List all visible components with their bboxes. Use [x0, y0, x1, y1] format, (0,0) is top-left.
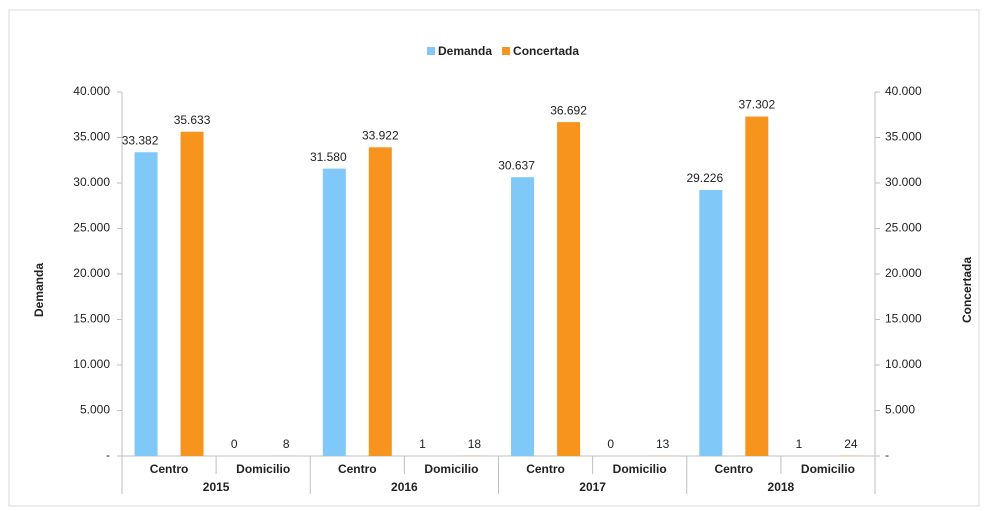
x-tick-label: Domicilio — [613, 462, 667, 476]
value-label: 33.382 — [122, 133, 159, 147]
group-label: 2016 — [391, 480, 418, 494]
value-label: 29.226 — [686, 171, 723, 185]
bar — [180, 131, 204, 457]
value-label: 0 — [607, 437, 614, 451]
group-label: 2017 — [579, 480, 606, 494]
x-tick-label: Centro — [338, 462, 377, 476]
value-label: 18 — [468, 437, 482, 451]
value-label: 30.637 — [498, 158, 535, 172]
bar — [557, 122, 581, 457]
value-label: 31.580 — [310, 150, 347, 164]
group-label: 2018 — [768, 480, 795, 494]
y-tick-label: 35.000 — [73, 130, 110, 144]
y-axis-label: Demanda — [32, 263, 46, 317]
y-tick-label: 25.000 — [73, 221, 110, 235]
y-tick-label: - — [106, 448, 110, 462]
bar — [134, 152, 158, 456]
y-tick-label: 10.000 — [73, 357, 110, 371]
y2-tick-label: - — [885, 448, 889, 462]
group-label: 2015 — [203, 480, 230, 494]
y2-tick-label: 35.000 — [885, 130, 922, 144]
x-tick-label: Domicilio — [236, 462, 290, 476]
y-tick-label: 30.000 — [73, 175, 110, 189]
y-tick-label: 20.000 — [73, 266, 110, 280]
legend-swatch — [427, 47, 435, 55]
y2-tick-label: 30.000 — [885, 175, 922, 189]
y2-tick-label: 20.000 — [885, 266, 922, 280]
y-tick-label: 40.000 — [73, 84, 110, 98]
bar — [745, 116, 769, 456]
bar — [511, 177, 535, 456]
y-tick-label: 15.000 — [73, 312, 110, 326]
y2-tick-label: 15.000 — [885, 312, 922, 326]
y2-tick-label: 40.000 — [885, 84, 922, 98]
value-label: 36.692 — [550, 103, 587, 117]
x-tick-label: Domicilio — [801, 462, 855, 476]
x-tick-label: Centro — [714, 462, 753, 476]
legend-label: Concertada — [513, 44, 579, 58]
bar — [368, 147, 392, 456]
bar — [322, 168, 346, 456]
y2-tick-label: 10.000 — [885, 357, 922, 371]
value-label: 37.302 — [738, 98, 775, 112]
legend-swatch — [502, 47, 511, 55]
y2-axis-label: Concertada — [960, 257, 974, 323]
value-label: 1 — [419, 437, 426, 451]
legend-label: Demanda — [438, 44, 492, 58]
value-label: 35.633 — [174, 113, 211, 127]
value-label: 1 — [796, 437, 803, 451]
x-tick-label: Centro — [526, 462, 565, 476]
value-label: 13 — [656, 437, 670, 451]
x-tick-label: Centro — [150, 462, 189, 476]
value-label: 0 — [231, 437, 238, 451]
chart-frame — [8, 9, 980, 507]
x-tick-label: Domicilio — [424, 462, 478, 476]
value-label: 24 — [844, 437, 858, 451]
bar — [699, 190, 723, 456]
y-tick-label: 5.000 — [80, 403, 110, 417]
value-label: 8 — [283, 437, 290, 451]
value-label: 33.922 — [362, 128, 399, 142]
y2-tick-label: 5.000 — [885, 403, 915, 417]
y2-tick-label: 25.000 — [885, 221, 922, 235]
